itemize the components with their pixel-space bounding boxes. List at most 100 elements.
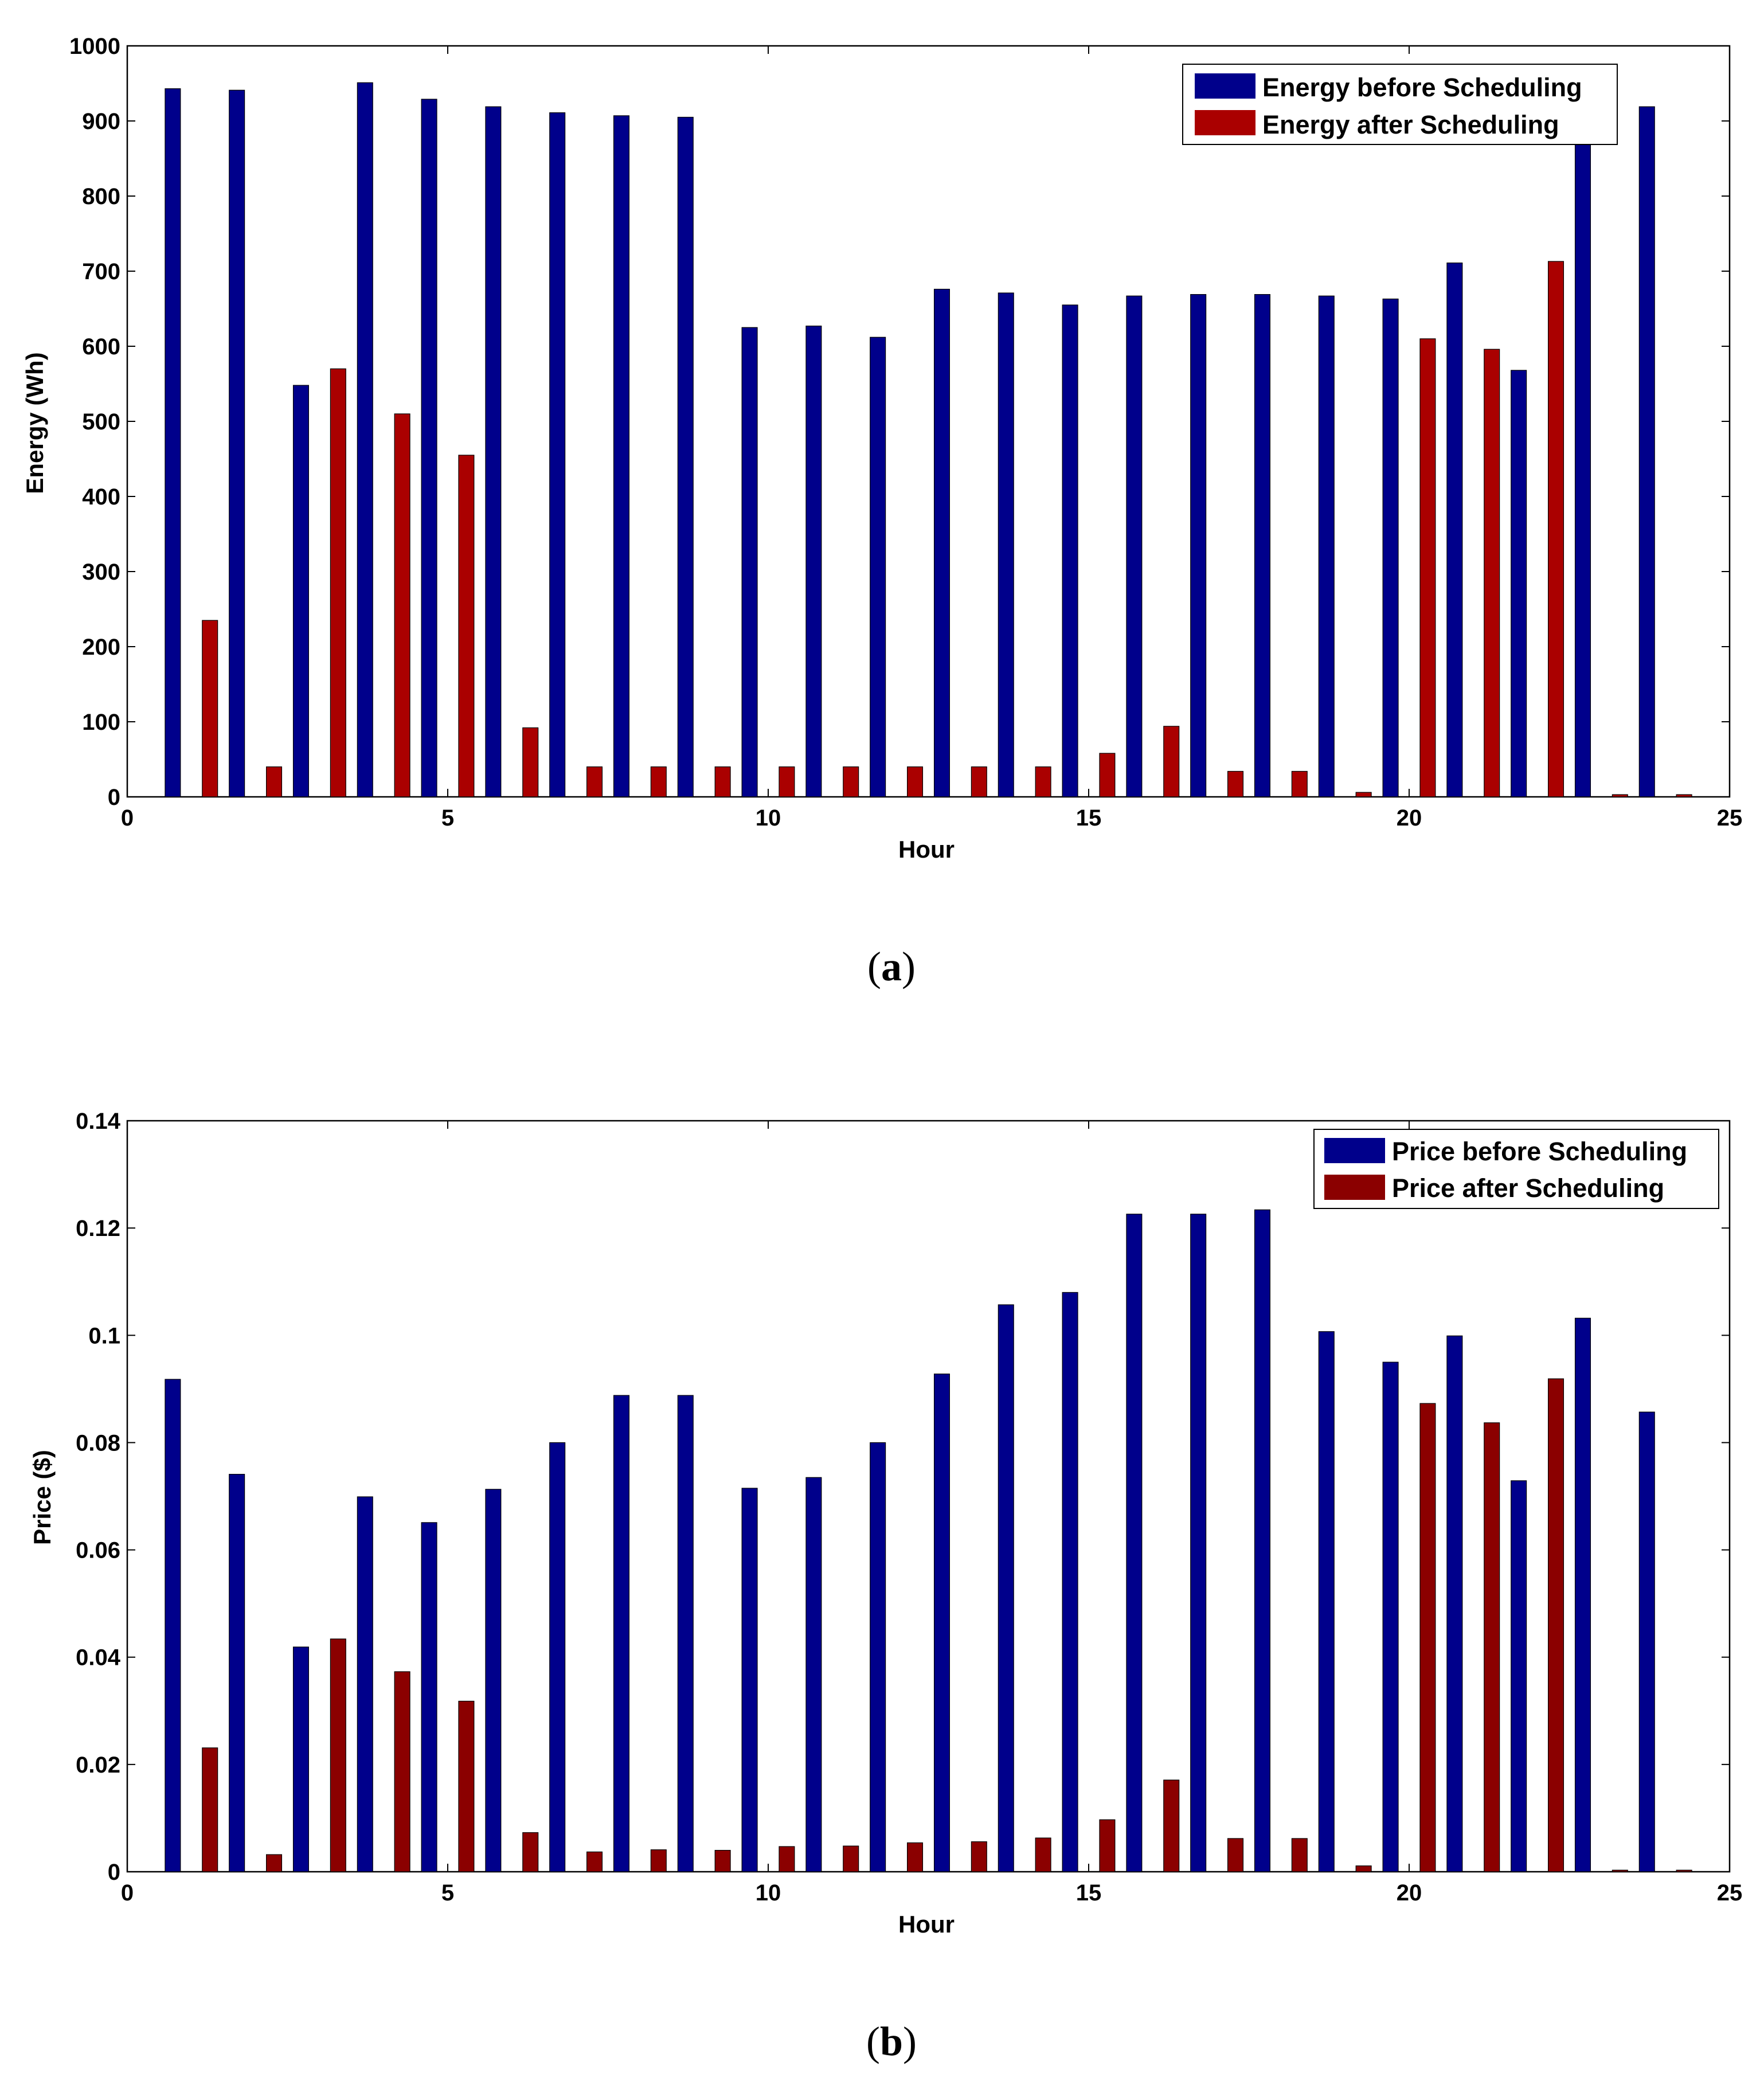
price-bar-before-hour-7 xyxy=(549,1442,566,1872)
price-bar-after-hour-8 xyxy=(650,1849,667,1872)
price-bar-after-hour-4 xyxy=(394,1671,410,1872)
price-bar-after-hour-17 xyxy=(1227,1838,1244,1872)
energy-legend-label-before: Energy before Scheduling xyxy=(1262,73,1582,102)
price-bar-before-hour-8 xyxy=(613,1395,629,1872)
energy-bar-before-hour-17 xyxy=(1190,294,1207,797)
price-bar-before-hour-24 xyxy=(1638,1411,1655,1872)
energy-ytick-label: 300 xyxy=(82,560,120,585)
energy-xtick-label: 20 xyxy=(1397,805,1422,831)
energy-ytick-label: 100 xyxy=(82,710,120,735)
price-bar-before-hour-14 xyxy=(998,1304,1014,1872)
price-bar-after-hour-11 xyxy=(843,1845,859,1872)
price-legend-label-before: Price before Scheduling xyxy=(1392,1137,1687,1166)
price-xtick-label: 0 xyxy=(121,1880,134,1906)
price-bar-before-hour-12 xyxy=(870,1442,886,1872)
energy-caption-letter: a xyxy=(881,944,902,989)
energy-bar-after-hour-22 xyxy=(1548,261,1564,797)
energy-bar-before-hour-3 xyxy=(292,385,309,797)
price-bar-after-hour-1 xyxy=(202,1747,218,1872)
energy-x-axis-label: Hour xyxy=(898,836,955,863)
energy-bar-before-hour-6 xyxy=(485,106,502,797)
energy-ytick-label: 500 xyxy=(82,409,120,435)
energy-ytick-label: 0 xyxy=(108,785,120,810)
energy-bar-before-hour-12 xyxy=(870,337,886,797)
price-bar-after-hour-12 xyxy=(907,1842,924,1872)
price-bar-before-hour-15 xyxy=(1062,1292,1078,1872)
price-bar-after-hour-5 xyxy=(458,1700,475,1872)
energy-ytick-label: 400 xyxy=(82,484,120,510)
energy-xtick-label: 5 xyxy=(441,805,454,831)
energy-legend: Energy before Scheduling Energy after Sc… xyxy=(1182,64,1618,145)
price-bar-before-hour-1 xyxy=(165,1379,181,1872)
price-bar-before-hour-13 xyxy=(933,1374,950,1872)
price-bar-after-hour-7 xyxy=(586,1851,603,1872)
energy-ytick-label: 600 xyxy=(82,334,120,359)
energy-bar-after-hour-6 xyxy=(522,727,539,797)
price-xtick-label: 20 xyxy=(1397,1880,1422,1906)
price-ytick-label: 0.1 xyxy=(88,1323,120,1348)
price-bar-after-hour-2 xyxy=(266,1854,283,1872)
energy-bar-after-hour-23 xyxy=(1612,794,1628,797)
energy-bar-after-hour-3 xyxy=(330,368,346,797)
price-bar-before-hour-10 xyxy=(741,1488,758,1872)
energy-chart-caption: (a) xyxy=(867,944,916,989)
price-bar-after-hour-21 xyxy=(1484,1422,1500,1872)
energy-bar-before-hour-15 xyxy=(1062,304,1078,797)
price-bar-before-hour-19 xyxy=(1318,1331,1335,1872)
price-bar-after-hour-19 xyxy=(1355,1865,1372,1872)
energy-bars xyxy=(165,82,1692,797)
price-bar-after-hour-20 xyxy=(1419,1403,1436,1872)
price-xtick-label: 15 xyxy=(1076,1880,1102,1906)
price-ytick-label: 0.12 xyxy=(76,1216,120,1241)
energy-bar-before-hour-18 xyxy=(1254,294,1270,797)
price-ytick-label: 0.04 xyxy=(76,1645,121,1671)
price-bar-before-hour-22 xyxy=(1511,1480,1527,1872)
energy-bar-before-hour-7 xyxy=(549,112,566,797)
energy-bar-before-hour-13 xyxy=(933,288,950,797)
energy-chart: 0 100 200 300 400 500 600 700 800 900 1000 0 5 10 15 20… xyxy=(21,34,1742,989)
energy-caption-open: ( xyxy=(867,944,881,989)
price-y-axis-label: Price ($) xyxy=(29,1450,56,1545)
price-bar-after-hour-13 xyxy=(971,1841,987,1872)
price-bar-before-hour-23 xyxy=(1574,1317,1591,1872)
price-ytick-label: 0.06 xyxy=(76,1538,120,1563)
price-chart: 0 0.02 0.04 0.06 0.08 0.1 0.12 0.14 0 5 10 15 20 25 H… xyxy=(29,1109,1742,2064)
price-bar-before-hour-3 xyxy=(292,1646,309,1872)
energy-bar-before-hour-2 xyxy=(229,89,245,797)
energy-y-axis-label: Energy (Wh) xyxy=(21,352,48,494)
energy-bar-after-hour-10 xyxy=(779,766,795,797)
energy-bar-after-hour-21 xyxy=(1484,349,1500,797)
price-legend-swatch-before xyxy=(1324,1138,1385,1163)
energy-bar-before-hour-11 xyxy=(805,326,822,797)
energy-bar-after-hour-14 xyxy=(1035,766,1051,797)
energy-bar-after-hour-24 xyxy=(1676,794,1692,797)
price-legend-swatch-after xyxy=(1324,1175,1385,1200)
energy-ytick-label: 900 xyxy=(82,109,120,134)
energy-bar-after-hour-8 xyxy=(650,766,667,797)
price-bar-after-hour-23 xyxy=(1612,1869,1628,1872)
energy-ytick-label: 800 xyxy=(82,184,120,209)
price-bar-after-hour-16 xyxy=(1163,1779,1180,1872)
energy-bar-before-hour-16 xyxy=(1126,295,1143,797)
energy-xtick-label: 0 xyxy=(121,805,134,831)
price-bar-before-hour-4 xyxy=(357,1496,373,1872)
price-bar-after-hour-22 xyxy=(1548,1378,1564,1872)
price-xtick-label: 25 xyxy=(1717,1880,1743,1906)
energy-xtick-label: 10 xyxy=(756,805,781,831)
energy-bar-after-hour-15 xyxy=(1099,753,1116,797)
price-bar-before-hour-11 xyxy=(805,1477,822,1872)
price-bar-after-hour-18 xyxy=(1291,1838,1308,1872)
price-xtick-label: 10 xyxy=(756,1880,781,1906)
price-bar-before-hour-9 xyxy=(677,1395,694,1872)
energy-bar-after-hour-16 xyxy=(1163,726,1180,797)
energy-bar-before-hour-4 xyxy=(357,82,373,797)
energy-bar-after-hour-18 xyxy=(1291,770,1308,797)
price-bar-before-hour-20 xyxy=(1382,1362,1399,1872)
price-bar-before-hour-18 xyxy=(1254,1209,1270,1872)
energy-bar-after-hour-17 xyxy=(1227,770,1244,797)
energy-bar-before-hour-23 xyxy=(1574,143,1591,797)
energy-xtick-label: 25 xyxy=(1717,805,1743,831)
price-bar-after-hour-15 xyxy=(1099,1819,1116,1872)
energy-bar-before-hour-8 xyxy=(613,115,629,797)
energy-legend-swatch-after xyxy=(1195,110,1255,135)
